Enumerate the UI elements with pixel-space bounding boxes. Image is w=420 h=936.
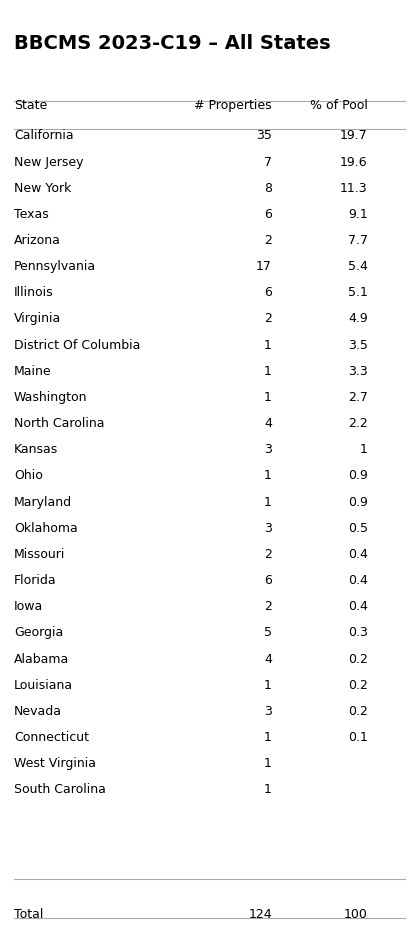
- Text: 6: 6: [264, 574, 272, 587]
- Text: 9.1: 9.1: [348, 208, 368, 221]
- Text: 4: 4: [264, 651, 272, 665]
- Text: North Carolina: North Carolina: [14, 417, 105, 430]
- Text: Maryland: Maryland: [14, 495, 72, 508]
- Text: 0.9: 0.9: [348, 469, 368, 482]
- Text: 2.7: 2.7: [348, 390, 368, 403]
- Text: 0.9: 0.9: [348, 495, 368, 508]
- Text: 2: 2: [264, 548, 272, 561]
- Text: Oklahoma: Oklahoma: [14, 521, 78, 534]
- Text: Kansas: Kansas: [14, 443, 58, 456]
- Text: 0.4: 0.4: [348, 600, 368, 612]
- Text: California: California: [14, 129, 74, 142]
- Text: 0.4: 0.4: [348, 548, 368, 561]
- Text: 5.1: 5.1: [348, 286, 368, 299]
- Text: New York: New York: [14, 182, 71, 195]
- Text: 0.3: 0.3: [348, 625, 368, 638]
- Text: 7: 7: [264, 155, 272, 168]
- Text: 3: 3: [264, 704, 272, 717]
- Text: 0.2: 0.2: [348, 651, 368, 665]
- Text: Alabama: Alabama: [14, 651, 69, 665]
- Text: South Carolina: South Carolina: [14, 782, 106, 796]
- Text: 1: 1: [264, 495, 272, 508]
- Text: 0.1: 0.1: [348, 730, 368, 743]
- Text: State: State: [14, 99, 47, 112]
- Text: Illinois: Illinois: [14, 286, 53, 299]
- Text: 1: 1: [360, 443, 368, 456]
- Text: 2: 2: [264, 234, 272, 247]
- Text: 5.4: 5.4: [348, 260, 368, 273]
- Text: Louisiana: Louisiana: [14, 678, 73, 691]
- Text: Iowa: Iowa: [14, 600, 43, 612]
- Text: 11.3: 11.3: [340, 182, 368, 195]
- Text: Total: Total: [14, 907, 43, 919]
- Text: 7.7: 7.7: [348, 234, 368, 247]
- Text: 1: 1: [264, 390, 272, 403]
- Text: % of Pool: % of Pool: [310, 99, 368, 112]
- Text: 4: 4: [264, 417, 272, 430]
- Text: 3.5: 3.5: [348, 338, 368, 351]
- Text: 1: 1: [264, 678, 272, 691]
- Text: Washington: Washington: [14, 390, 87, 403]
- Text: 17: 17: [256, 260, 272, 273]
- Text: 5: 5: [264, 625, 272, 638]
- Text: 19.7: 19.7: [340, 129, 368, 142]
- Text: Virginia: Virginia: [14, 312, 61, 325]
- Text: 8: 8: [264, 182, 272, 195]
- Text: 1: 1: [264, 469, 272, 482]
- Text: 3: 3: [264, 521, 272, 534]
- Text: 6: 6: [264, 286, 272, 299]
- Text: 2.2: 2.2: [348, 417, 368, 430]
- Text: 2: 2: [264, 312, 272, 325]
- Text: Florida: Florida: [14, 574, 57, 587]
- Text: 2: 2: [264, 600, 272, 612]
- Text: 1: 1: [264, 756, 272, 769]
- Text: BBCMS 2023-C19 – All States: BBCMS 2023-C19 – All States: [14, 34, 331, 53]
- Text: Nevada: Nevada: [14, 704, 62, 717]
- Text: 1: 1: [264, 338, 272, 351]
- Text: 100: 100: [344, 907, 368, 919]
- Text: Georgia: Georgia: [14, 625, 63, 638]
- Text: Maine: Maine: [14, 364, 52, 377]
- Text: Pennsylvania: Pennsylvania: [14, 260, 96, 273]
- Text: 0.2: 0.2: [348, 704, 368, 717]
- Text: 124: 124: [248, 907, 272, 919]
- Text: 1: 1: [264, 364, 272, 377]
- Text: 4.9: 4.9: [348, 312, 368, 325]
- Text: West Virginia: West Virginia: [14, 756, 96, 769]
- Text: Missouri: Missouri: [14, 548, 65, 561]
- Text: Arizona: Arizona: [14, 234, 61, 247]
- Text: Ohio: Ohio: [14, 469, 43, 482]
- Text: 6: 6: [264, 208, 272, 221]
- Text: 3.3: 3.3: [348, 364, 368, 377]
- Text: 3: 3: [264, 443, 272, 456]
- Text: 0.2: 0.2: [348, 678, 368, 691]
- Text: 0.5: 0.5: [348, 521, 368, 534]
- Text: 1: 1: [264, 782, 272, 796]
- Text: New Jersey: New Jersey: [14, 155, 84, 168]
- Text: 1: 1: [264, 730, 272, 743]
- Text: 19.6: 19.6: [340, 155, 368, 168]
- Text: District Of Columbia: District Of Columbia: [14, 338, 140, 351]
- Text: 35: 35: [256, 129, 272, 142]
- Text: Texas: Texas: [14, 208, 49, 221]
- Text: # Properties: # Properties: [194, 99, 272, 112]
- Text: Connecticut: Connecticut: [14, 730, 89, 743]
- Text: 0.4: 0.4: [348, 574, 368, 587]
